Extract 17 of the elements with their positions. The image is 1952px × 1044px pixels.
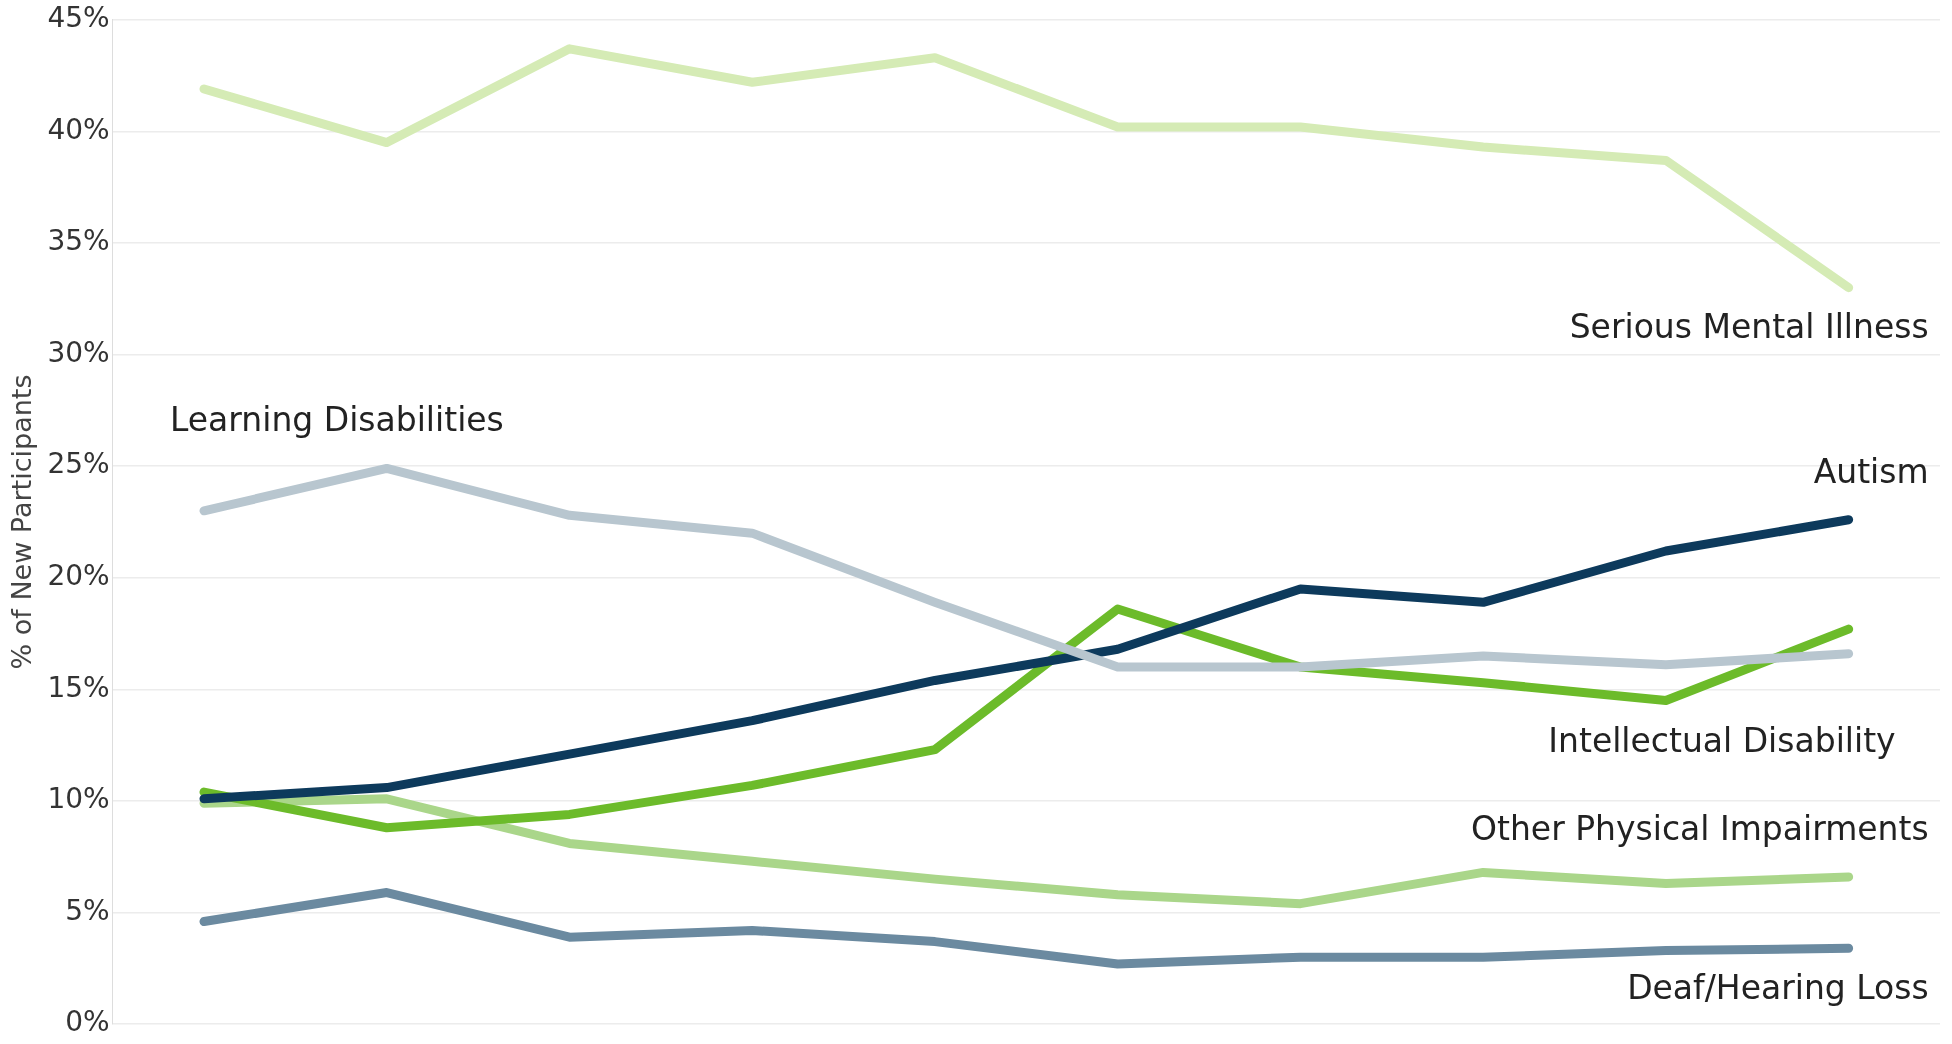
series-label: Learning Disabilities: [170, 400, 504, 440]
y-tick-label: 0%: [65, 1005, 110, 1039]
y-axis-title: % of New Participants: [6, 374, 38, 670]
y-tick-label: 20%: [47, 559, 110, 593]
series-label: Intellectual Disability: [1548, 720, 1896, 760]
y-tick-label: 40%: [47, 112, 110, 146]
y-tick-label: 45%: [47, 1, 110, 35]
series-label: Autism: [1813, 452, 1929, 492]
text: Serious Mental Illness: [1569, 307, 1929, 347]
y-tick-label: 15%: [47, 670, 110, 704]
y-tick-label: 25%: [47, 447, 110, 481]
series-label: Deaf/Hearing Loss: [1627, 967, 1929, 1007]
y-tick-label: 35%: [47, 224, 110, 258]
y-tick-label: 5%: [65, 893, 110, 927]
y-tick-label: 30%: [47, 335, 110, 369]
series-label: Other Physical Impairments: [1471, 809, 1929, 849]
y-tick-label: 10%: [47, 782, 110, 816]
